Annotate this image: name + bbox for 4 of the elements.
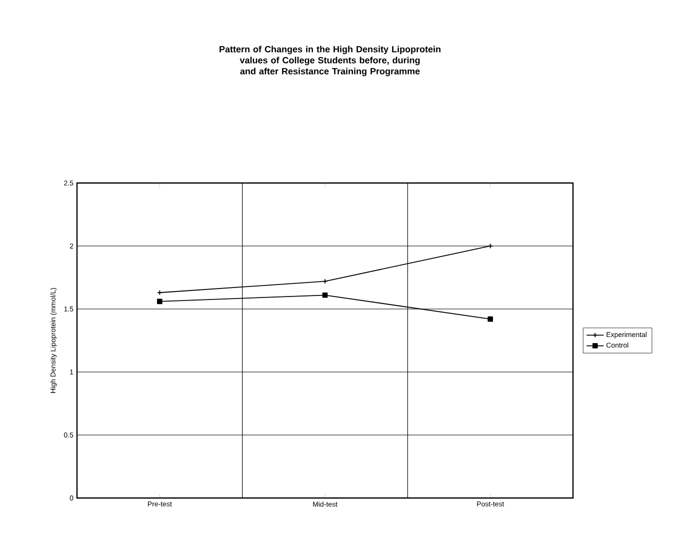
point bbox=[322, 292, 328, 298]
point bbox=[157, 298, 162, 304]
chart-title: Pattern of Changes in the High Density Lipoprotein values of College Students before, during and after Resistance Training Programme bbox=[220, 46, 440, 76]
point bbox=[488, 316, 493, 322]
